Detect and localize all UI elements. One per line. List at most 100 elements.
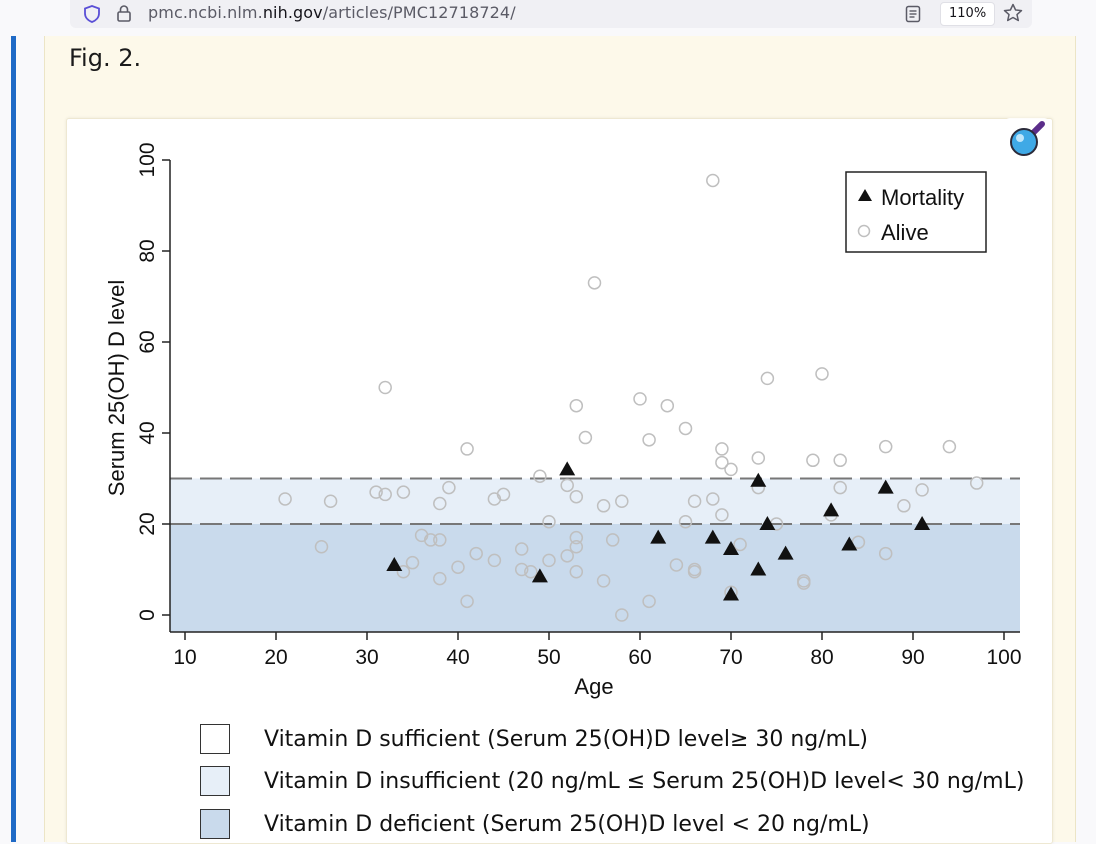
alive-point-47 (678, 421, 693, 436)
y-tick-label-60: 60 (136, 330, 159, 353)
alive-point-55 (715, 455, 729, 470)
alive-point-16 (460, 594, 474, 609)
alive-point-30 (569, 489, 584, 504)
alive-point-75 (915, 483, 929, 497)
bookmark-star-icon[interactable] (1002, 2, 1024, 24)
alive-point-42 (633, 392, 647, 406)
mortality-point-8 (750, 472, 767, 487)
alive-point-56 (715, 508, 729, 522)
x-tick-label-70: 70 (719, 646, 742, 669)
alive-point-38 (596, 499, 611, 513)
alive-point-74 (897, 499, 911, 513)
mortality-point-13 (877, 479, 894, 494)
url-text[interactable]: pmc.ncbi.nlm.nih.gov/articles/PMC1271872… (148, 3, 516, 22)
alive-point-53 (706, 492, 720, 506)
alive-point-10 (423, 533, 438, 547)
zoom-level-button[interactable]: 110% (940, 2, 996, 26)
figure-label: Fig. 2. (69, 44, 142, 72)
url-domain: nih.gov (262, 3, 323, 22)
alive-point-25 (533, 469, 547, 483)
alive-point-51 (687, 565, 702, 579)
alive-point-54 (715, 442, 729, 456)
url-prefix: pmc.ncbi.nlm. (148, 3, 263, 22)
alive-point-3 (369, 485, 383, 499)
legend-deficient: Vitamin D deficient (Serum 25(OH)D level… (200, 807, 870, 841)
x-tick-label-60: 60 (628, 646, 651, 669)
mortality-point-0 (386, 556, 403, 571)
y-tick-label-80: 80 (136, 239, 159, 262)
alive-point-17 (460, 442, 474, 456)
mortality-point-12 (841, 536, 858, 551)
mortality-point-5 (723, 541, 739, 556)
alive-point-59 (733, 537, 747, 552)
alive-point-34 (569, 398, 584, 413)
x-tick-label-10: 10 (173, 646, 196, 669)
alive-point-22 (514, 542, 529, 556)
alive-point-76 (942, 439, 957, 454)
alive-point-13 (433, 496, 447, 511)
legend-deficient-swatch (200, 809, 230, 839)
alive-point-0 (278, 492, 292, 506)
alive-point-57 (724, 462, 738, 477)
url-path: /articles/PMC12718724/ (322, 3, 516, 22)
y-tick-label-100: 100 (136, 142, 159, 177)
y-tick-label-0: 0 (136, 609, 159, 621)
x-tick-label-50: 50 (537, 646, 560, 669)
legend-sufficient-swatch (200, 724, 230, 754)
alive-point-18 (469, 546, 483, 561)
alive-point-6 (396, 485, 411, 499)
legend-alive-marker (857, 224, 871, 238)
alive-point-52 (706, 173, 720, 188)
alive-point-12 (433, 571, 447, 586)
reader-view-icon[interactable] (902, 3, 924, 25)
x-tick-label-20: 20 (264, 646, 287, 669)
magnifier-icon[interactable] (1004, 118, 1050, 164)
alive-point-66 (806, 453, 820, 468)
alive-point-62 (760, 371, 775, 386)
mortality-points (386, 461, 931, 601)
mortality-point-6 (723, 586, 739, 601)
alive-point-32 (569, 540, 584, 554)
alive-point-19 (487, 553, 502, 568)
axes (169, 160, 1020, 633)
alive-point-8 (405, 555, 420, 570)
band-insufficient (170, 478, 1020, 524)
mortality-point-7 (750, 561, 767, 576)
alive-point-21 (496, 487, 511, 502)
mortality-point-2 (559, 461, 576, 476)
alive-point-5 (378, 380, 392, 395)
x-ticks: 10 20 30 40 50 60 70 80 90 100 (173, 632, 1022, 669)
mortality-point-1 (531, 568, 548, 583)
alive-point-70 (833, 480, 847, 495)
legend-mortality-marker (858, 189, 872, 201)
alive-point-41 (615, 494, 629, 508)
mortality-point-3 (650, 529, 667, 544)
mortality-point-4 (704, 529, 721, 544)
alive-point-1 (314, 540, 329, 554)
alive-point-49 (687, 494, 702, 508)
y-tick-label-20: 20 (136, 512, 159, 535)
chart-legend: Mortality Alive (845, 171, 987, 253)
alive-point-67 (815, 367, 829, 381)
alive-point-60 (751, 451, 766, 465)
mortality-point-11 (823, 502, 840, 517)
alive-point-31 (569, 530, 584, 545)
alive-point-45 (660, 398, 675, 413)
mortality-point-14 (914, 516, 931, 530)
legend-mortality-label: Mortality (881, 185, 964, 210)
x-axis-label: Age (574, 674, 613, 699)
x-tick-label-40: 40 (446, 646, 469, 669)
alive-point-26 (542, 514, 556, 529)
alive-point-37 (596, 574, 611, 588)
alive-point-40 (615, 608, 629, 622)
alive-point-35 (578, 430, 593, 445)
alive-point-7 (396, 565, 411, 579)
y-ticks: 0 20 40 60 80 100 (136, 142, 170, 621)
lock-icon[interactable] (114, 3, 134, 23)
browser-url-bar[interactable]: pmc.ncbi.nlm.nih.gov/articles/PMC1271872… (70, 0, 1032, 28)
shield-icon[interactable] (82, 4, 102, 24)
alive-point-72 (878, 439, 893, 454)
x-tick-label-30: 30 (355, 646, 378, 669)
x-tick-label-80: 80 (810, 646, 833, 669)
